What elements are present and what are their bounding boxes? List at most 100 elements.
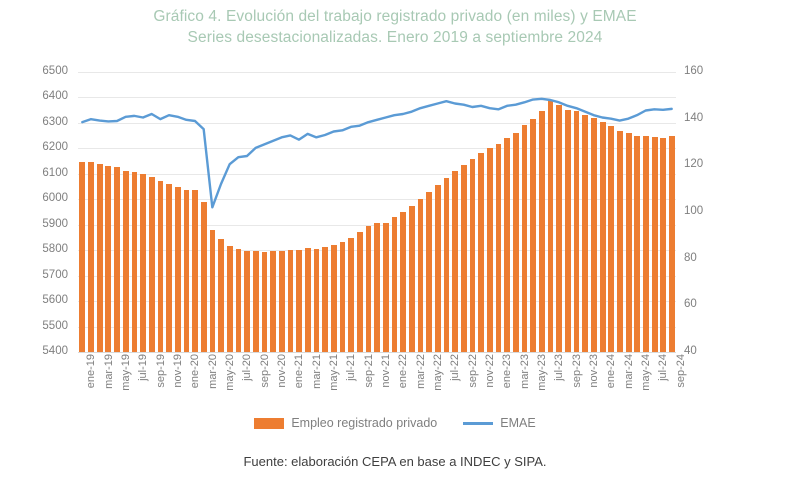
bar-slot [156,72,165,352]
bar[interactable] [573,110,580,352]
bar[interactable] [617,130,623,352]
bar[interactable] [88,161,94,352]
bar[interactable] [530,119,537,352]
bar[interactable] [304,247,311,352]
bar[interactable] [452,171,459,352]
bar-slot [616,72,625,352]
bar[interactable] [296,249,302,352]
bar[interactable] [79,161,86,352]
bar[interactable] [443,177,450,352]
bar[interactable] [96,163,103,352]
bar[interactable] [469,159,476,352]
bar[interactable] [114,167,120,352]
chart-title-line-2: Series desestacionalizadas. Enero 2019 a… [187,29,603,46]
bar[interactable] [313,248,320,352]
bar[interactable] [166,184,172,352]
bar[interactable] [330,245,337,352]
bar[interactable] [513,133,519,352]
bar[interactable] [539,111,545,352]
line-series-emae [81,97,673,209]
bar-slot [468,72,477,352]
bar[interactable] [322,247,328,352]
bar[interactable] [400,212,407,352]
y-axis-left-tick-label: 6500 [42,65,68,77]
bar-slot [321,72,330,352]
bar[interactable] [426,191,433,352]
x-axis-tick-label: nov-23 [588,354,600,388]
y-axis-left-tick-label: 6000 [42,192,68,205]
bar[interactable] [261,251,268,352]
x-axis-tick-label: sep-19 [154,354,167,388]
x-axis-tick-label: sep-20 [258,354,271,388]
bar[interactable] [556,105,563,352]
bar[interactable] [660,138,667,352]
bar[interactable] [547,99,554,352]
bar[interactable] [495,143,502,352]
bar[interactable] [278,250,285,352]
y-axis-right-tick-label: 140 [684,111,704,124]
bar[interactable] [140,174,146,352]
bar[interactable] [599,121,606,352]
bar[interactable] [478,153,485,352]
bar[interactable] [365,226,372,352]
bar[interactable] [148,176,155,352]
bar[interactable] [131,172,138,352]
bar-slot [303,72,312,352]
bar[interactable] [565,109,571,352]
bar[interactable] [591,117,597,352]
bar[interactable] [218,238,224,352]
bar[interactable] [235,248,242,352]
bar[interactable] [521,125,528,352]
bar-slot [87,72,96,352]
bar[interactable] [487,148,493,352]
bar[interactable] [270,251,276,352]
bar-slot [121,72,130,352]
bar[interactable] [356,231,363,352]
bar[interactable] [183,189,190,352]
bar[interactable] [435,184,441,352]
x-axis-tick-label: jul-24 [657,354,670,381]
bar-slot [356,72,365,352]
bar[interactable] [287,250,294,352]
bar[interactable] [651,136,658,352]
x-axis-tick-label: jul-20 [241,354,254,381]
bar[interactable] [461,164,467,352]
bar-slot [399,72,408,352]
bar[interactable] [634,135,641,352]
bar[interactable] [382,222,389,352]
legend-swatch-line-icon [463,421,494,425]
bar-slot [382,72,391,352]
bar[interactable] [643,136,649,352]
bar[interactable] [122,170,129,352]
bar[interactable] [174,187,181,352]
bar-slot [460,72,469,352]
bar-slot [503,72,512,352]
legend-item-emae[interactable]: EMAE [463,416,536,430]
bar[interactable] [391,217,398,352]
bar[interactable] [226,245,233,352]
bar[interactable] [244,250,250,352]
bar[interactable] [348,237,355,352]
bar[interactable] [157,181,164,352]
bar[interactable] [417,199,424,352]
bar-slot [312,72,321,352]
gridline [78,352,676,353]
legend-item-empleo[interactable]: Empleo registrado privado [254,416,437,430]
bar[interactable] [504,138,511,352]
bar[interactable] [209,229,216,352]
bar[interactable] [252,251,259,352]
y-axis-left-tick-label: 6300 [42,115,68,128]
x-axis-tick-label: sep-21 [362,354,375,388]
bar[interactable] [105,166,112,352]
x-axis-tick-label: mar-20 [206,354,219,389]
bar[interactable] [192,190,198,352]
bar[interactable] [339,242,346,352]
bar[interactable] [625,133,632,352]
y-axis-left-tick-label: 5900 [42,217,68,230]
bar[interactable] [409,205,415,352]
bar[interactable] [374,223,381,352]
bar[interactable] [608,125,615,352]
bar[interactable] [669,136,675,352]
bar[interactable] [582,115,589,352]
bar[interactable] [200,201,207,352]
